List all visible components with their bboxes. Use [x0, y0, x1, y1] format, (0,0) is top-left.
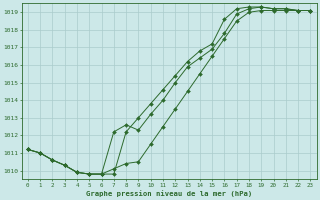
- X-axis label: Graphe pression niveau de la mer (hPa): Graphe pression niveau de la mer (hPa): [86, 190, 252, 197]
